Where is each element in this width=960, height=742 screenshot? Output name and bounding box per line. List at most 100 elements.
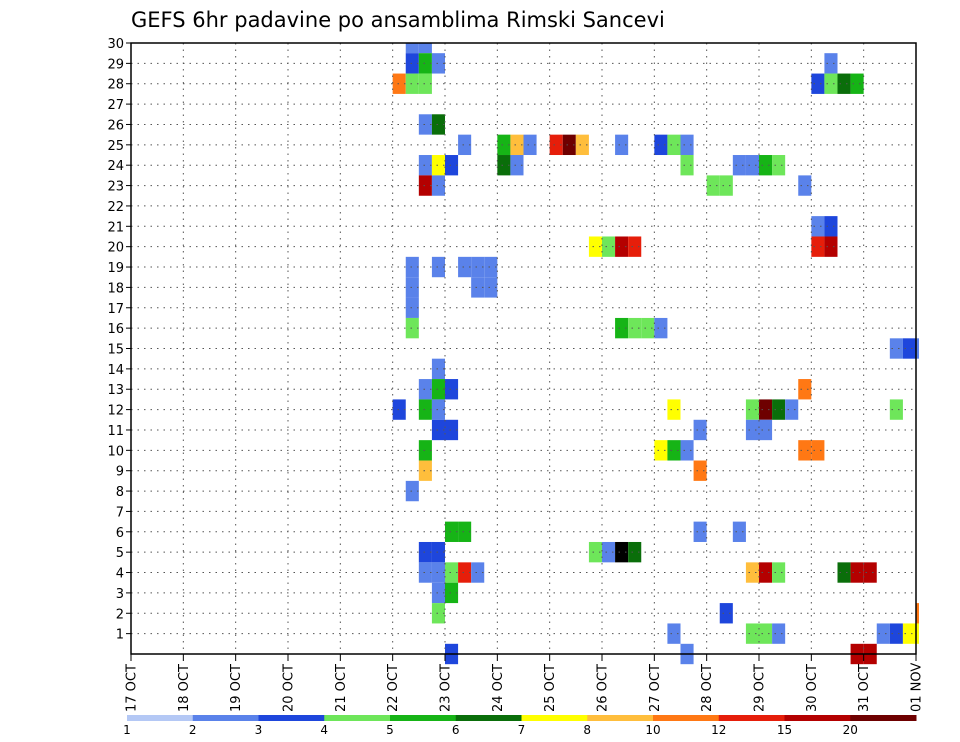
legend-label: 2 (189, 723, 197, 737)
x-tick-label: 26 OCT (596, 664, 611, 712)
legend-label: 4 (320, 723, 328, 737)
legend-swatch (258, 715, 325, 721)
x-tick-label: 01 NOV (910, 663, 925, 712)
precip-cell (510, 155, 524, 176)
legend-label: 20 (843, 723, 858, 737)
precip-cell (458, 134, 472, 156)
precip-cell (837, 562, 851, 583)
precip-cell (418, 43, 432, 54)
x-tick-label: 25 OCT (543, 664, 558, 712)
precip-cell (772, 623, 786, 644)
precip-cell (615, 317, 629, 339)
precip-cell (405, 43, 419, 54)
y-tick-label: 13 (107, 383, 124, 398)
precip-cell (510, 134, 524, 156)
precip-cell (471, 562, 485, 583)
y-tick-label: 2 (116, 607, 124, 622)
precip-cell (628, 541, 642, 563)
precip-cell (824, 73, 838, 94)
precip-cell (602, 236, 616, 257)
precip-cell (431, 419, 445, 441)
y-tick-label: 11 (107, 424, 124, 439)
precip-cell (732, 521, 746, 542)
precip-cell (745, 623, 759, 644)
data-cells (392, 43, 919, 665)
legend-swatch (587, 715, 654, 721)
precip-cell (680, 155, 694, 176)
legend-swatch (653, 715, 720, 721)
precip-cell (693, 460, 707, 481)
precip-cell (902, 623, 916, 644)
precip-cell (405, 53, 419, 74)
precip-cell (654, 134, 668, 156)
precip-cell (418, 114, 432, 135)
precip-cell (588, 541, 602, 563)
precip-cell (902, 338, 916, 359)
precip-cell (759, 155, 773, 176)
precip-cell (811, 236, 825, 257)
precip-cell (405, 256, 419, 278)
precip-cell (405, 277, 419, 298)
y-tick-label: 9 (116, 465, 124, 480)
precip-cell (889, 623, 903, 644)
y-tick-label: 10 (107, 444, 124, 459)
precip-cell (745, 155, 759, 176)
precip-cell (759, 399, 773, 420)
legend-swatch (390, 715, 457, 721)
legend-swatch (324, 715, 391, 721)
x-tick-label: 20 OCT (282, 664, 297, 712)
precip-cell (667, 134, 681, 156)
y-tick-label: 24 (107, 159, 124, 174)
precip-cell (588, 236, 602, 257)
precip-cell (719, 175, 733, 196)
y-axis: 1234567891011121314151617181920212223242… (107, 37, 131, 643)
precip-cell (798, 175, 812, 196)
y-tick-label: 23 (107, 180, 124, 195)
precip-cell (706, 175, 720, 196)
precip-cell (759, 623, 773, 644)
precip-cell (445, 379, 459, 400)
legend-swatch (718, 715, 785, 721)
precip-cell (405, 297, 419, 318)
legend-swatch (850, 715, 917, 721)
y-tick-label: 16 (107, 322, 124, 337)
precip-cell (418, 460, 432, 481)
y-tick-label: 6 (116, 526, 124, 541)
precip-cell (693, 419, 707, 441)
precip-cell (431, 155, 445, 176)
precip-cell (523, 134, 537, 156)
precip-cell (798, 379, 812, 400)
precip-cell (772, 155, 786, 176)
x-tick-label: 18 OCT (177, 664, 192, 712)
precip-cell (641, 317, 655, 339)
precip-cell (628, 317, 642, 339)
y-tick-label: 17 (107, 302, 124, 317)
legend-label: 15 (777, 723, 792, 737)
x-tick-label: 24 OCT (491, 664, 506, 712)
grid-lines (131, 43, 916, 654)
precip-cell (431, 562, 445, 583)
legend-swatch (455, 715, 522, 721)
precip-cell (824, 216, 838, 237)
precip-cell (405, 317, 419, 339)
precip-cell (654, 440, 668, 461)
precip-cell (811, 73, 825, 94)
legend-swatch (127, 715, 194, 721)
legend-label: 1 (123, 723, 131, 737)
precip-cell (497, 134, 511, 156)
legend-label: 10 (645, 723, 660, 737)
precip-cell (850, 562, 864, 583)
precip-cell (745, 562, 759, 583)
precip-cell (850, 73, 864, 94)
precip-cell (876, 623, 890, 644)
color-legend: 1 2 3 4 5 6 7 8 10 12 15 20 (123, 715, 917, 737)
legend-swatch (192, 715, 259, 721)
precip-cell (811, 440, 825, 461)
precip-cell (431, 582, 445, 604)
precip-cell (431, 358, 445, 380)
precip-cell (889, 338, 903, 359)
y-tick-label: 22 (107, 200, 124, 215)
precip-cell (680, 440, 694, 461)
precip-cell (418, 53, 432, 74)
